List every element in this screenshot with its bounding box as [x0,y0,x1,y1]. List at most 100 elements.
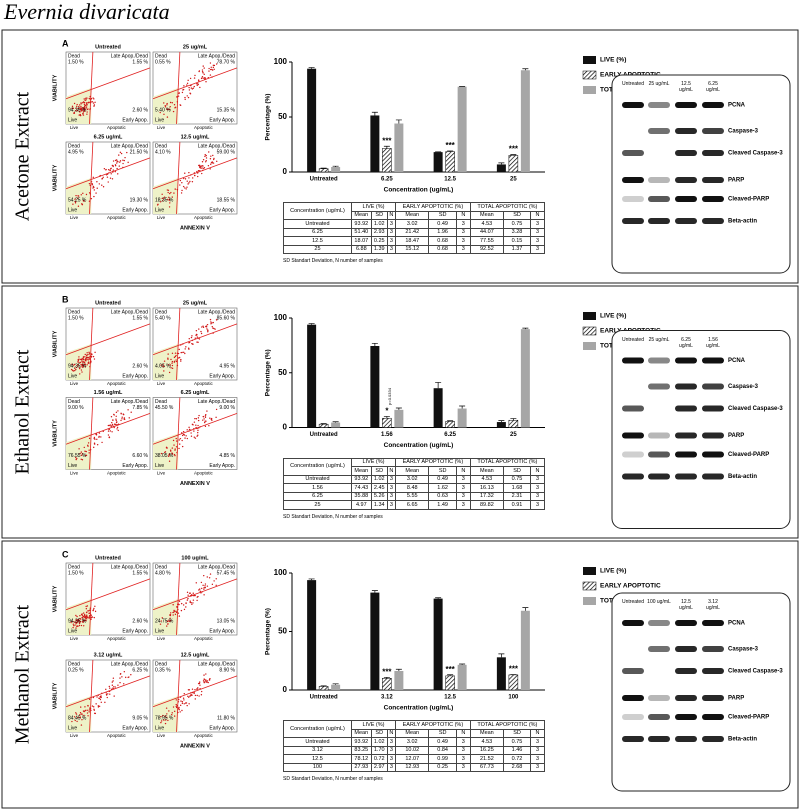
cytometry-event [208,67,210,70]
cytometry-event [182,433,185,436]
cytometry-event [211,162,214,164]
cytometry-event [195,582,197,584]
cytometry-event [88,358,90,360]
cytometry-event [80,454,83,457]
cytometry-event [74,200,77,203]
table-cell: 0.25 [428,762,457,772]
table-cell: 0.75 [502,474,532,484]
blot-band [622,695,644,701]
cytometry-event [115,421,118,424]
cytometry-event [188,426,190,429]
cytometry-event [83,107,86,110]
cytometry-event [78,105,80,108]
cytometry-event [208,70,210,72]
cytometry-event [211,69,214,71]
cytometry-event [82,113,84,115]
cytometry-event [118,154,120,156]
cytometry-event [184,437,186,439]
cytometry-event [188,89,191,91]
cytometry-event [119,681,121,684]
cytometry-event [167,364,170,366]
x-tick-label: 12.5 [444,177,456,183]
cytometry-event [175,705,177,708]
cytometry-event [170,450,172,452]
table-cell: 89.82 [469,500,504,510]
cytometry-event [179,437,182,440]
cytometry-event [187,689,190,691]
cytometry-event [163,196,166,198]
quadrant-value: 4.95 % [219,363,235,369]
cytometry-event [196,83,198,85]
quadrant-value: 21.50 % [130,149,149,155]
bar [496,164,506,172]
cytometry-event [81,366,83,368]
cytometry-event [71,369,74,372]
table-cell: 3 [386,236,397,246]
y-axis-title: Percentage (%) [265,349,272,396]
cytometry-event [191,88,194,90]
cytometry-event [92,355,95,358]
quadrant-value: 6.60 % [132,453,148,459]
table-subheader: Mean [350,728,372,738]
panel-letter: C [62,549,69,559]
table-cell: 0.68 [428,236,457,246]
cytometry-event [70,621,72,624]
table-row: 100 27.93 2.97 3 12.93 0.25 3 67.73 2.68 3 [283,762,545,772]
cytometry-event [181,189,183,192]
axis-tick-label: Apoptotic [194,381,214,386]
cytometry-event [76,457,78,460]
cytometry-event [110,416,113,418]
cytometry-event [162,714,164,717]
cytometry-event [86,614,88,616]
cytometry-event [171,364,174,367]
cytometry-event [171,367,174,370]
cytometry-event [81,719,83,721]
cytometry-event [74,621,76,624]
cytometry-event [215,584,217,587]
error-bar [383,416,390,419]
cytometry-event [206,410,208,412]
cytometry-event [194,698,196,700]
cytometry-event [164,106,167,108]
table-subheader: SD [428,210,457,220]
cytometry-event [196,599,198,602]
cytometry-event [175,360,178,363]
cytometry-event [196,334,198,336]
bar [318,686,329,691]
cytometry-event [200,332,203,335]
cytometry-event [208,679,211,681]
cytometry-event [86,364,88,366]
cytometry-event [91,353,93,356]
quadrant-name: Early Apop. [209,117,235,123]
table-row: 12.5 18.07 0.25 3 18.47 0.68 3 77.55 0.15 3 [283,236,545,246]
cytometry-event [97,705,100,707]
quadrant-value: 4.10 % [155,149,171,155]
cytometry-event [211,419,213,421]
cytometry-event [122,162,124,165]
cytometry-event [175,699,177,701]
cytometry-event [119,160,122,162]
blot-band [675,128,697,134]
axis-tick-label: Live [70,381,79,386]
cytometry-event [167,198,169,201]
cytometry-event [198,70,200,73]
cytometry-event [115,159,118,161]
cytometry-event [183,692,185,695]
cytometry-event [194,174,196,177]
quadrant-line [89,562,94,636]
plot-title: 100 ug/mL [181,555,209,561]
cytometry-event [116,428,118,430]
cytometry-event [76,625,78,628]
cytometry-event [80,102,82,104]
table-cell: 15.12 [395,244,430,254]
cytometry-event [95,192,97,194]
cytometry-event [212,154,214,157]
cytometry-event [194,594,196,597]
cytometry-event [175,446,178,448]
cytometry-event [93,708,95,710]
table-cell: 0.68 [428,244,457,254]
table-cell: 3 [530,754,545,764]
quadrant-value: 11.80 % [217,715,236,721]
lane-label: 25 ug/mL [648,81,670,87]
table-cell: 3 [455,219,471,229]
